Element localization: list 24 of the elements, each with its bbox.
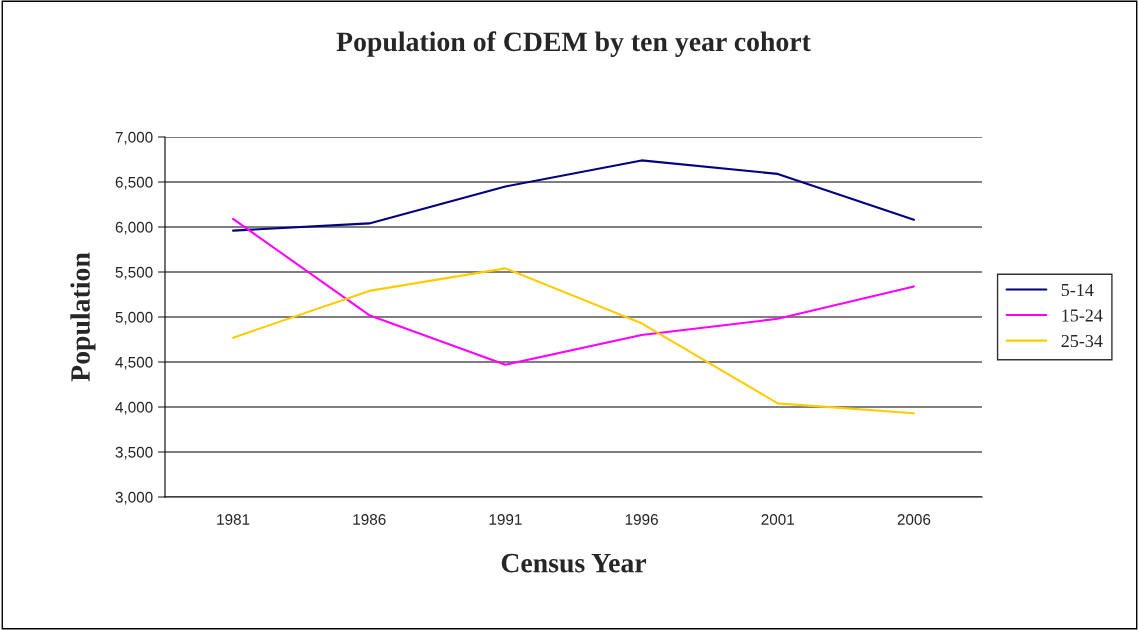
legend-label: 25-34 [1061, 334, 1103, 348]
y-tick-label: 5,000 [115, 311, 153, 325]
x-tick-label: 1991 [489, 514, 522, 525]
x-tick-label: 1996 [625, 514, 658, 525]
legend-label: 15-24 [1062, 309, 1103, 322]
legend-label: 5-14 [1061, 283, 1094, 297]
line-series [232, 267, 915, 415]
y-tick-label: 4,000 [115, 401, 153, 415]
x-tick-label: 2006 [897, 514, 931, 525]
x-tick-label: 1986 [353, 514, 386, 525]
y-axis-title: Population [70, 252, 96, 382]
line-series [232, 217, 915, 366]
line-series [232, 159, 915, 232]
y-tick-label: 4,500 [115, 356, 153, 370]
y-tick-label: 7,000 [115, 131, 153, 145]
x-axis-title: Census Year [501, 553, 647, 573]
y-tick-label: 6,500 [115, 176, 153, 190]
y-tick-label: 3,500 [115, 446, 153, 460]
y-tick-label: 5,500 [115, 266, 153, 280]
x-tick-label: 1981 [217, 514, 250, 525]
x-tick-label: 2001 [761, 514, 794, 525]
chart-title: Population of CDEM by ten year cohort [336, 31, 811, 57]
y-tick-label: 6,000 [115, 221, 153, 235]
y-tick-label: 3,000 [115, 491, 153, 505]
